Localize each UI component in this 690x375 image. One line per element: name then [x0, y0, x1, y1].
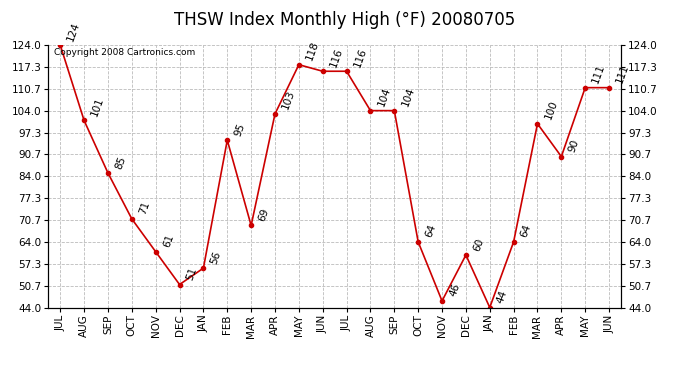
- Text: 69: 69: [257, 207, 270, 223]
- Text: 85: 85: [114, 154, 128, 170]
- Text: 51: 51: [185, 266, 199, 282]
- Text: 64: 64: [424, 223, 437, 239]
- Text: 116: 116: [352, 46, 368, 69]
- Text: 124: 124: [66, 20, 82, 42]
- Text: THSW Index Monthly High (°F) 20080705: THSW Index Monthly High (°F) 20080705: [175, 11, 515, 29]
- Text: 46: 46: [448, 282, 462, 298]
- Text: 44: 44: [495, 289, 509, 305]
- Text: Copyright 2008 Cartronics.com: Copyright 2008 Cartronics.com: [54, 48, 195, 57]
- Text: 90: 90: [567, 138, 581, 154]
- Text: 60: 60: [471, 237, 485, 252]
- Text: 101: 101: [90, 96, 106, 118]
- Text: 100: 100: [543, 99, 559, 121]
- Text: 64: 64: [519, 223, 533, 239]
- Text: 111: 111: [615, 63, 631, 85]
- Text: 71: 71: [137, 200, 151, 216]
- Text: 95: 95: [233, 122, 247, 137]
- Text: 118: 118: [304, 40, 321, 62]
- Text: 116: 116: [328, 46, 344, 69]
- Text: 104: 104: [400, 86, 416, 108]
- Text: 61: 61: [161, 233, 175, 249]
- Text: 104: 104: [376, 86, 392, 108]
- Text: 111: 111: [591, 63, 607, 85]
- Text: 56: 56: [209, 249, 223, 266]
- Text: 103: 103: [281, 89, 297, 111]
